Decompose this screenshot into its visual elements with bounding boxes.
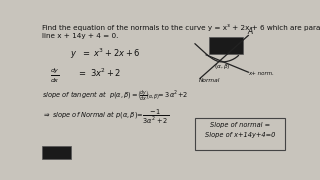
FancyBboxPatch shape bbox=[209, 37, 243, 54]
Text: Find the equation of the normals to the curve y = x³ + 2x + 6 which are parallel: Find the equation of the normals to the … bbox=[43, 24, 320, 39]
Text: slope of tangent at $\ p(\alpha,\beta)=\!\left(\!\frac{dy}{dx}\!\right)_{\!\!(\a: slope of tangent at $\ p(\alpha,\beta)=\… bbox=[43, 88, 189, 103]
Text: x+ norm.: x+ norm. bbox=[248, 71, 274, 76]
Text: $(\alpha,\beta)$: $(\alpha,\beta)$ bbox=[214, 62, 230, 71]
Text: $\frac{dy}{dx}$: $\frac{dy}{dx}$ bbox=[50, 67, 60, 85]
Text: $y\ \ =\ x^3+2x+6$: $y\ \ =\ x^3+2x+6$ bbox=[70, 47, 140, 61]
FancyBboxPatch shape bbox=[196, 118, 285, 150]
Text: A: A bbox=[247, 27, 252, 36]
FancyBboxPatch shape bbox=[42, 146, 70, 159]
Text: $\Rightarrow$ slope of Normal at $p(\alpha,\beta)\!=\!\dfrac{-1}{3\alpha^2+2}$: $\Rightarrow$ slope of Normal at $p(\alp… bbox=[43, 109, 170, 126]
Text: Normal: Normal bbox=[199, 78, 220, 83]
Text: $=\ 3x^2+2$: $=\ 3x^2+2$ bbox=[77, 67, 122, 79]
Text: Slope of normal =
Slope of x+14y+4=0: Slope of normal = Slope of x+14y+4=0 bbox=[205, 122, 276, 138]
